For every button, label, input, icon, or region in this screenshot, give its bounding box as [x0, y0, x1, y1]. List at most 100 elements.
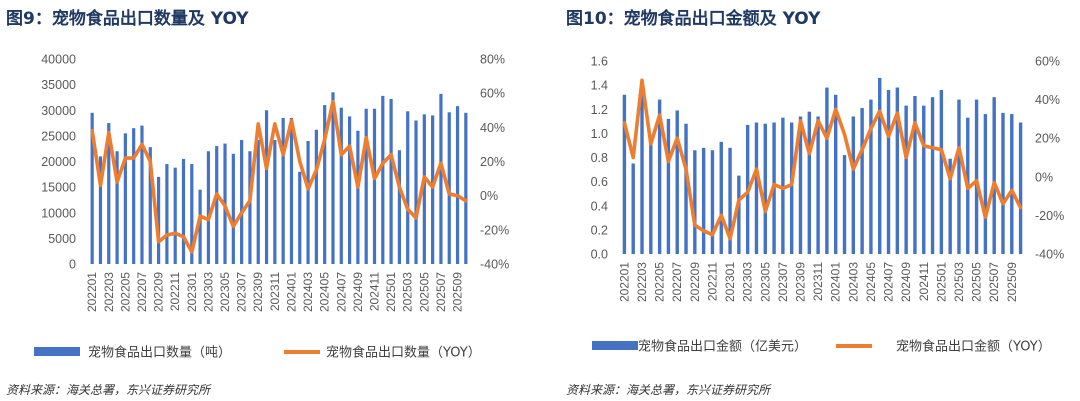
right-axis-tick-label: 40% — [480, 121, 505, 135]
x-axis-tick-label: 202203 — [635, 262, 649, 302]
bar — [256, 139, 260, 264]
right-axis-ticks: -40% -20% 0% 20% 40% 60% — [1035, 55, 1064, 262]
chart-svg-export-volume: 0 5000 10000 15000 20000 25000 30000 35000 40000… — [34, 53, 509, 361]
left-axis-tick-label: 0.6 — [591, 175, 608, 189]
x-axis-tick-label: 202209 — [688, 262, 702, 302]
bar — [737, 175, 741, 254]
x-axis-tick-label: 202203 — [102, 272, 116, 312]
bar — [148, 147, 152, 264]
x-axis-tick-label: 202201 — [617, 262, 631, 302]
left-axis-tick-label: 1.4 — [591, 79, 608, 93]
bar — [675, 110, 679, 254]
right-axis-tick-label: -40% — [480, 258, 509, 272]
bar — [693, 150, 697, 254]
bar — [649, 139, 653, 254]
bar — [132, 128, 136, 264]
source-note: 资料来源：海关总署，东兴证券研究所 — [566, 383, 771, 397]
left-axis-tick-label: 1.2 — [591, 103, 608, 117]
bar — [798, 116, 803, 254]
bar — [198, 189, 202, 264]
bar — [107, 123, 111, 264]
right-axis-tick-label: 60% — [480, 87, 505, 101]
legend-bar-label: 宠物食品出口金额（亿美元） — [638, 339, 807, 355]
bar — [904, 105, 908, 254]
x-axis-tick-label: 202409 — [351, 272, 365, 312]
x-axis-tick-label: 202405 — [864, 262, 878, 302]
bar — [173, 167, 177, 264]
bar — [264, 110, 269, 264]
bar — [684, 123, 688, 254]
bar — [983, 114, 988, 254]
legend-bar-swatch — [592, 341, 638, 350]
chart-panel-export-volume: 图9：宠物食品出口数量及 YOY 0 5000 10000 15000 20000 250… — [6, 9, 509, 397]
bar — [781, 117, 785, 254]
x-axis-tick-label: 202509 — [451, 272, 465, 312]
right-axis-tick-label: 0% — [1035, 170, 1053, 184]
bar — [939, 89, 944, 254]
x-axis-tick-label: 202401 — [829, 262, 843, 302]
left-axis-tick-label: 1.6 — [591, 55, 608, 69]
x-axis-tick-label: 202405 — [318, 272, 332, 312]
bar — [281, 117, 285, 264]
yoy-line — [622, 78, 1023, 241]
bar — [992, 97, 996, 254]
x-axis-tick-label: 202309 — [251, 272, 265, 312]
bar — [754, 122, 759, 254]
x-axis-tick-label: 202411 — [917, 262, 931, 301]
x-axis-tick-label: 202207 — [670, 262, 684, 302]
right-axis-tick-label: 0% — [480, 189, 498, 203]
bar — [123, 133, 127, 264]
bar — [851, 116, 856, 254]
right-axis-tick-label: -20% — [1035, 209, 1064, 223]
left-axis-tick-label: 15000 — [41, 181, 76, 195]
bar — [406, 111, 410, 265]
bar — [190, 164, 194, 264]
bar — [289, 117, 294, 264]
legend: 宠物食品出口数量（吨） 宠物食品出口数量（YOY） — [34, 345, 481, 361]
bar — [372, 108, 377, 265]
source-note: 资料来源：海关总署，东兴证券研究所 — [6, 383, 211, 397]
x-axis-tick-label: 202507 — [434, 272, 448, 312]
bar — [710, 150, 715, 254]
x-axis-tick-label: 202209 — [152, 272, 166, 312]
bar — [306, 141, 310, 264]
x-axis-tick-label: 202201 — [85, 272, 99, 312]
left-axis-tick-label: 10000 — [41, 206, 76, 220]
x-axis-tick-label: 202509 — [1005, 262, 1019, 302]
x-axis-ticks: 202201 202203 202205 202207 202209 202211 2023… — [85, 272, 464, 312]
x-axis-tick-label: 202407 — [882, 262, 896, 302]
chart-svg-export-value: 0.0 0.2 0.4 0.6 0.8 1.0 1.2 1.4 1.6 -40% -20% 0% 20%… — [591, 55, 1065, 355]
legend-bar-swatch — [34, 347, 80, 356]
yoy-line — [90, 99, 468, 254]
bar — [825, 87, 829, 254]
right-axis-tick-label: 80% — [480, 53, 505, 67]
bar — [314, 129, 318, 264]
x-axis-tick-label: 202207 — [135, 272, 149, 312]
left-axis-tick-label: 0.8 — [591, 151, 608, 165]
bar — [930, 97, 935, 254]
x-axis-tick-label: 202507 — [987, 262, 1001, 302]
bar — [389, 98, 393, 264]
bar — [347, 116, 352, 265]
x-axis-tick-label: 202301 — [723, 262, 737, 302]
x-axis-tick-label: 202403 — [301, 272, 315, 312]
bar — [431, 115, 435, 264]
bar — [156, 176, 161, 264]
bar — [913, 95, 917, 254]
left-axis-tick-label: 5000 — [48, 232, 76, 246]
bar — [789, 122, 794, 254]
bar — [206, 151, 211, 264]
x-axis-tick-label: 202309 — [793, 262, 807, 302]
bar — [397, 150, 402, 264]
x-axis-tick-label: 202409 — [899, 262, 913, 302]
chart-title: 图10：宠物食品出口金额及 YOY — [566, 9, 821, 29]
bar — [464, 112, 468, 264]
bar — [381, 95, 385, 265]
bar — [807, 111, 811, 254]
legend-bar-label: 宠物食品出口数量（吨） — [88, 345, 231, 361]
bar — [1018, 122, 1023, 254]
bar — [1010, 114, 1014, 254]
left-axis-tick-label: 1.0 — [591, 127, 608, 141]
bar — [763, 123, 767, 254]
left-axis-tick-label: 20000 — [41, 155, 76, 169]
